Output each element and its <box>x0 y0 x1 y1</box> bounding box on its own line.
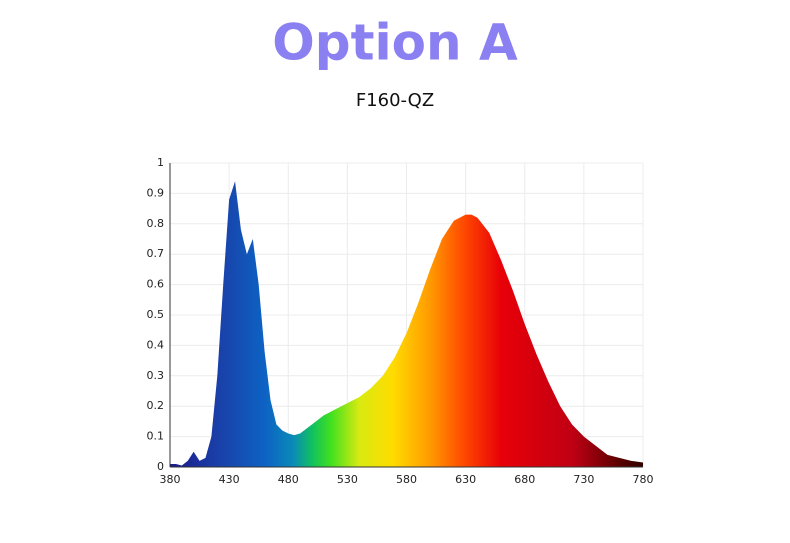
x-tick-label: 480 <box>278 473 299 486</box>
y-tick-label: 0.9 <box>147 186 165 199</box>
axes: 0 0.1 0.2 0.3 0.4 0.5 0.6 0.7 0.8 0.9 1 380 430 480 53… <box>147 156 654 486</box>
y-tick-label: 0.5 <box>147 308 165 321</box>
x-tick-label: 580 <box>396 473 417 486</box>
y-tick-label: 0.8 <box>147 217 165 230</box>
x-tick-label: 730 <box>573 473 594 486</box>
chart-subtitle: F160-QZ <box>356 90 434 111</box>
x-tick-label: 380 <box>160 473 181 486</box>
x-tick-label: 530 <box>337 473 358 486</box>
x-tick-label: 430 <box>219 473 240 486</box>
x-tick-label: 630 <box>455 473 476 486</box>
y-tick-label: 0.6 <box>147 278 165 291</box>
x-tick-label: 680 <box>514 473 535 486</box>
y-tick-label: 1 <box>157 156 164 169</box>
y-tick-label: 0.7 <box>147 247 165 260</box>
y-tick-label: 0.4 <box>147 338 165 351</box>
y-tick-label: 0.1 <box>147 430 165 443</box>
x-tick-label: 780 <box>633 473 654 486</box>
plot <box>170 181 643 468</box>
y-tick-label: 0 <box>157 460 164 473</box>
y-tick-label: 0.3 <box>147 369 165 382</box>
spectrum-area <box>170 181 643 468</box>
y-tick-label: 0.2 <box>147 399 165 412</box>
chart-title: Option A <box>272 14 518 72</box>
